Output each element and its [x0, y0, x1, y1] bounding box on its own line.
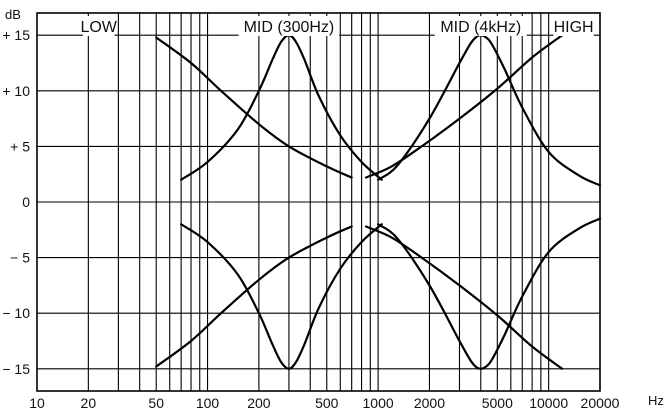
band-label-backing-3: [553, 16, 594, 36]
axis-labels: + 15 + 10 + 5 0 − 5 − 10 − 15 10 20 50 100 200 500 10…: [2, 16, 620, 410]
x-tick-label-6: 1000: [363, 395, 394, 410]
response-curve-7: [364, 225, 564, 370]
band-label-2: MID (4kHz): [440, 19, 521, 36]
y-tick-label-1: + 10: [2, 83, 30, 99]
x-axis-unit: Hz: [648, 393, 664, 408]
response-curve-1: [155, 225, 353, 368]
band-label-3: HIGH: [554, 19, 594, 36]
y-tick-label-5: − 10: [2, 305, 30, 321]
x-tick-label-10: 20000: [581, 395, 620, 410]
response-curve-6: [364, 34, 564, 179]
x-tick-label-4: 200: [247, 395, 271, 410]
x-tick-label-5: 500: [315, 395, 339, 410]
x-tick-label-7: 2000: [414, 395, 445, 410]
y-tick-label-2: + 5: [10, 138, 30, 154]
band-label-1: MID (300Hz): [244, 19, 335, 36]
y-tick-label-0: + 15: [2, 27, 30, 43]
band-label-0: LOW: [80, 19, 117, 36]
x-tick-label-8: 5000: [482, 395, 513, 410]
x-tick-label-2: 50: [148, 395, 164, 410]
band-label-backing-0: [82, 16, 115, 36]
x-tick-label-9: 10000: [529, 395, 568, 410]
grid: [37, 13, 601, 391]
y-tick-label-6: − 15: [2, 361, 30, 377]
y-tick-label-4: − 5: [10, 250, 30, 266]
plot-frame: [36, 12, 601, 392]
response-curve-5: [377, 217, 602, 370]
response-curve-4: [377, 34, 602, 187]
y-tick-label-3: 0: [22, 194, 30, 210]
y-axis-unit: dB: [5, 7, 21, 22]
x-tick-label-3: 100: [196, 395, 220, 410]
x-tick-label-0: 10: [29, 395, 45, 410]
response-curve-3: [180, 223, 383, 370]
response-curve-0: [155, 36, 353, 179]
band-label-backing-1: [238, 16, 340, 36]
band-label-backing-2: [434, 16, 527, 36]
x-tick-label-1: 20: [81, 395, 97, 410]
